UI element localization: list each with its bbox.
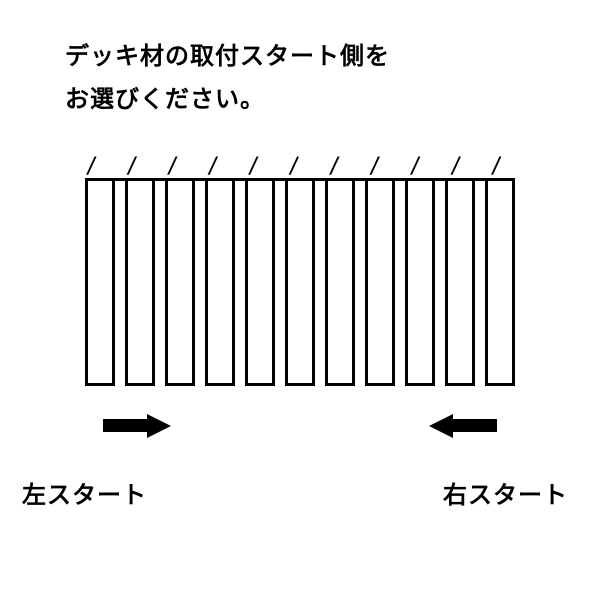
deck-board (365, 181, 395, 386)
deck-boards (85, 181, 515, 386)
deck-board (405, 181, 435, 386)
right-start-label[interactable]: 右スタート (443, 475, 568, 510)
deck-diagram: / / / / / / / / / / / / / / / / / / / / … (85, 150, 515, 434)
start-labels: 左スタート 右スタート (0, 475, 600, 510)
direction-arrows (85, 414, 515, 434)
title-line-2: お選びください。 (65, 86, 265, 113)
wall-hatching: / / / / / / / / / / / / / / / / / / / / … (85, 150, 515, 178)
instruction-text: デッキ材の取付スタート側を お選びください。 (65, 35, 390, 121)
deck-board (85, 181, 115, 386)
deck-board (205, 181, 235, 386)
deck-board (485, 181, 515, 386)
deck-start-side-diagram: デッキ材の取付スタート側を お選びください。 / / / / / / / / /… (0, 0, 600, 600)
deck-board (245, 181, 275, 386)
title-line-1: デッキ材の取付スタート側を (65, 43, 390, 70)
deck-board (325, 181, 355, 386)
deck-board (445, 181, 475, 386)
arrow-left-icon (427, 414, 497, 434)
arrow-right-icon (103, 414, 173, 434)
deck-board (165, 181, 195, 386)
deck-board (125, 181, 155, 386)
deck-board (285, 181, 315, 386)
left-start-label[interactable]: 左スタート (22, 475, 147, 510)
